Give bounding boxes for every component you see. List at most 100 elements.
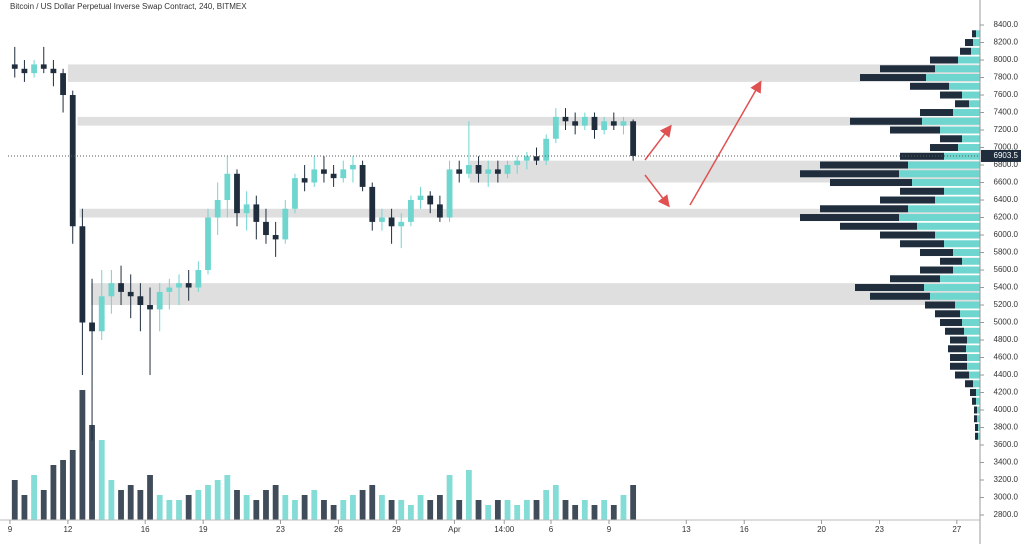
candle-body bbox=[108, 283, 115, 297]
y-tick-label: 5200.0 bbox=[994, 300, 1019, 309]
volume-bar bbox=[263, 490, 269, 520]
candle-body bbox=[118, 283, 124, 292]
y-tick-label: 4400.0 bbox=[994, 370, 1019, 379]
profile-down bbox=[950, 336, 967, 344]
profile-down bbox=[870, 292, 930, 300]
candle-body bbox=[562, 116, 569, 122]
candle-body bbox=[301, 178, 308, 183]
profile-down bbox=[820, 205, 908, 213]
volume-bar bbox=[214, 480, 221, 520]
candle-body bbox=[69, 95, 76, 227]
volume-bar bbox=[485, 505, 492, 520]
volume-bar bbox=[359, 490, 366, 520]
profile-up bbox=[908, 205, 980, 213]
x-tick-label: 9 bbox=[607, 525, 612, 534]
candle-body bbox=[89, 322, 95, 332]
profile-up bbox=[976, 397, 980, 405]
profile-up bbox=[958, 56, 980, 64]
volume-bar bbox=[292, 500, 298, 520]
volume-bar bbox=[108, 480, 115, 520]
profile-down bbox=[965, 39, 973, 47]
profile-up bbox=[977, 415, 980, 423]
candle-body bbox=[417, 195, 424, 201]
volume-bar bbox=[533, 500, 540, 520]
profile-up bbox=[899, 214, 980, 222]
profile-up bbox=[940, 126, 980, 134]
candle-body bbox=[494, 169, 501, 174]
y-tick-label: 5600.0 bbox=[994, 265, 1019, 274]
candle-body bbox=[456, 169, 463, 174]
volume-bar bbox=[31, 475, 37, 520]
profile-down bbox=[950, 362, 967, 370]
y-tick-label: 3000.0 bbox=[994, 493, 1019, 502]
profile-down bbox=[950, 354, 967, 362]
x-tick-label: 20 bbox=[817, 525, 826, 534]
candle-body bbox=[436, 204, 443, 218]
volume-bar bbox=[552, 485, 559, 520]
y-tick-label: 8400.0 bbox=[994, 20, 1019, 29]
candle-body bbox=[234, 173, 240, 214]
profile-down bbox=[955, 371, 969, 379]
arrow bbox=[644, 174, 670, 208]
candle-body bbox=[446, 169, 453, 218]
candle-body bbox=[523, 156, 530, 161]
profile-up bbox=[967, 354, 980, 362]
profile-up bbox=[978, 424, 980, 432]
volume-bar bbox=[60, 460, 66, 520]
profile-down bbox=[800, 170, 899, 178]
profile-up bbox=[962, 257, 980, 265]
profile-up bbox=[967, 336, 980, 344]
profile-up bbox=[935, 196, 980, 204]
y-tick-label: 5000.0 bbox=[994, 318, 1019, 327]
y-tick-label: 4000.0 bbox=[994, 405, 1019, 414]
candle-body bbox=[630, 121, 637, 156]
profile-down bbox=[920, 109, 953, 117]
volume-bar bbox=[127, 485, 134, 520]
profile-up bbox=[949, 82, 980, 90]
y-tick-label: 7000.0 bbox=[994, 143, 1019, 152]
profile-up bbox=[924, 284, 980, 292]
profile-up bbox=[940, 275, 980, 283]
candle-body bbox=[156, 291, 163, 310]
profile-down bbox=[840, 222, 917, 230]
volume-bar bbox=[369, 485, 376, 520]
candle-body bbox=[31, 64, 37, 74]
profile-up bbox=[967, 362, 980, 370]
volume-bar bbox=[311, 490, 318, 520]
candle-body bbox=[572, 121, 579, 126]
profile-up bbox=[969, 100, 980, 108]
profile-down bbox=[972, 397, 976, 405]
profile-down bbox=[955, 100, 969, 108]
x-tick-label: 13 bbox=[682, 525, 691, 534]
candle-body bbox=[176, 283, 182, 288]
volume-bar bbox=[523, 500, 530, 520]
y-tick-label: 8000.0 bbox=[994, 55, 1019, 64]
candle-body bbox=[543, 138, 550, 161]
volume-bar bbox=[340, 500, 347, 520]
candle-body bbox=[292, 178, 298, 209]
y-tick-label: 5400.0 bbox=[994, 283, 1019, 292]
volume-bar bbox=[514, 505, 521, 520]
profile-up bbox=[953, 249, 980, 257]
candle-body bbox=[224, 173, 231, 201]
profile-up bbox=[922, 117, 980, 125]
volume-bar bbox=[224, 475, 231, 520]
candle-body bbox=[330, 173, 337, 179]
profile-down bbox=[960, 47, 971, 55]
y-tick-label: 2800.0 bbox=[994, 510, 1019, 519]
x-tick-label: Apr bbox=[448, 525, 461, 534]
profile-down bbox=[800, 214, 899, 222]
volume-bar bbox=[243, 495, 250, 520]
profile-up bbox=[912, 179, 980, 187]
volume-bar bbox=[176, 500, 182, 520]
profile-down bbox=[940, 257, 962, 265]
candle-body bbox=[272, 235, 279, 240]
last-price-box bbox=[981, 149, 1021, 162]
profile-down bbox=[974, 406, 977, 414]
profile-up bbox=[973, 39, 980, 47]
profile-up bbox=[926, 74, 980, 82]
volume-bar bbox=[620, 495, 627, 520]
candle-body bbox=[388, 217, 395, 227]
candle-body bbox=[601, 121, 608, 131]
